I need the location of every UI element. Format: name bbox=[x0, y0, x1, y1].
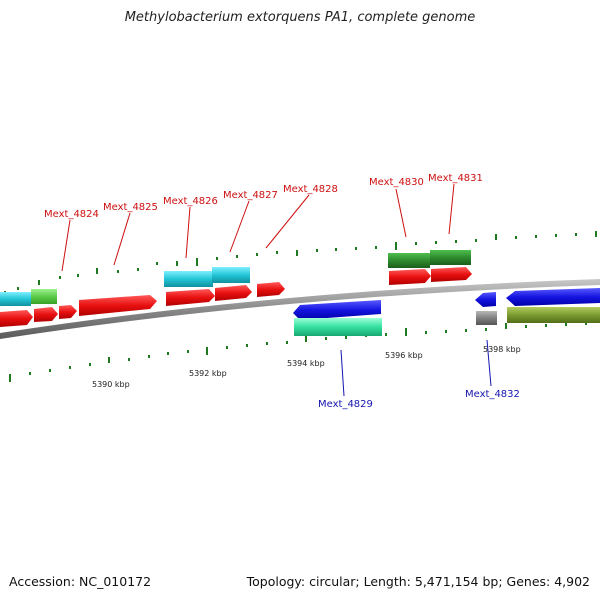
gene-arrow-right[interactable] bbox=[506, 288, 600, 306]
position-labels: 5390 kbp 5392 kbp 5394 kbp 5396 kbp 5398… bbox=[92, 345, 521, 389]
genome-summary: Topology: circular; Length: 5,471,154 bp… bbox=[246, 574, 590, 589]
position-label: 5394 kbp bbox=[287, 359, 325, 368]
gene-arrow-mext-4828[interactable] bbox=[257, 282, 285, 297]
feature-lightgreen-left[interactable] bbox=[31, 289, 57, 304]
position-label: 5396 kbp bbox=[385, 351, 423, 360]
gene-arrow-mext-4827[interactable] bbox=[215, 285, 252, 301]
outer-tick-row bbox=[4, 231, 597, 294]
feature-green-4830[interactable] bbox=[388, 253, 430, 268]
label-leaders-reverse bbox=[340, 339, 492, 397]
gene-label[interactable]: Mext_4828 bbox=[283, 184, 338, 195]
feature-cyan-left[interactable] bbox=[0, 292, 31, 306]
gene-arrow-mext-4829[interactable] bbox=[293, 300, 381, 320]
accession-label: Accession: NC_010172 bbox=[9, 574, 152, 589]
feature-cyan-4826a[interactable] bbox=[164, 271, 213, 287]
gene-arrow-mext-4831[interactable] bbox=[431, 267, 472, 282]
feature-seagreen-4829[interactable] bbox=[294, 318, 382, 336]
reverse-features bbox=[293, 288, 600, 336]
gene-label[interactable]: Mext_4832 bbox=[465, 389, 520, 400]
gene-labels-reverse: Mext_4829 Mext_4832 bbox=[318, 389, 520, 410]
gene-label[interactable]: Mext_4831 bbox=[428, 173, 483, 184]
gene-label[interactable]: Mext_4824 bbox=[44, 209, 99, 220]
gene-arrow-mext-4826[interactable] bbox=[166, 289, 215, 306]
gene-labels-forward: Mext_4824 Mext_4825 Mext_4826 Mext_4827 … bbox=[44, 173, 483, 220]
gene-label[interactable]: Mext_4826 bbox=[163, 196, 218, 207]
label-leaders-forward bbox=[61, 183, 455, 272]
forward-features bbox=[0, 250, 472, 327]
feature-green-4831[interactable] bbox=[430, 250, 471, 265]
gene-arrow-mext-4832[interactable] bbox=[475, 292, 496, 307]
gene-arrow[interactable] bbox=[59, 305, 77, 319]
genome-title: Methylobacterium extorquens PA1, complet… bbox=[124, 10, 476, 25]
genome-backbone bbox=[0, 279, 600, 339]
position-label: 5392 kbp bbox=[189, 369, 227, 378]
gene-arrow-mext-4825[interactable] bbox=[79, 295, 157, 316]
gene-label[interactable]: Mext_4829 bbox=[318, 399, 373, 410]
gene-arrow[interactable] bbox=[0, 310, 33, 327]
gene-arrow-mext-4830[interactable] bbox=[389, 269, 431, 285]
gene-label[interactable]: Mext_4830 bbox=[369, 177, 424, 188]
gene-label[interactable]: Mext_4825 bbox=[103, 202, 158, 213]
gene-arrow[interactable] bbox=[34, 307, 58, 322]
position-label: 5398 kbp bbox=[483, 345, 521, 354]
feature-cyan-4826b[interactable] bbox=[212, 267, 250, 283]
gene-label[interactable]: Mext_4827 bbox=[223, 190, 278, 201]
position-label: 5390 kbp bbox=[92, 380, 130, 389]
feature-gray-4832[interactable] bbox=[476, 311, 497, 325]
feature-olive-right[interactable] bbox=[507, 307, 600, 323]
